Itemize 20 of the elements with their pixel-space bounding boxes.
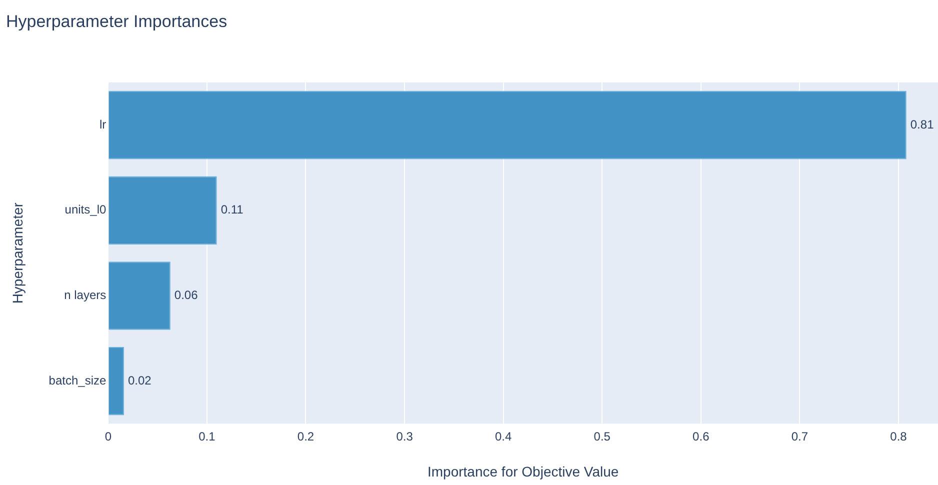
y-tick-label: n layers bbox=[64, 288, 106, 302]
x-tick-label: 0.4 bbox=[494, 429, 512, 444]
x-axis-title: Importance for Objective Value bbox=[428, 463, 619, 480]
x-tick-label: 0.3 bbox=[396, 429, 414, 444]
y-axis-title: Hyperparameter bbox=[9, 202, 26, 304]
chart-title: Hyperparameter Importances bbox=[6, 12, 228, 31]
x-tick-label: 0.2 bbox=[297, 429, 314, 444]
y-tick-label: batch_size bbox=[48, 373, 106, 388]
data-label: 0.06 bbox=[174, 288, 198, 302]
y-tick-label: lr bbox=[99, 117, 106, 132]
y-tick-label: units_l0 bbox=[64, 202, 106, 217]
x-tick-label: 0.7 bbox=[791, 429, 808, 444]
data-label: 0.81 bbox=[910, 117, 934, 132]
x-tick-label: 0.8 bbox=[890, 429, 908, 444]
data-label: 0.11 bbox=[220, 202, 244, 217]
x-tick-label: 0 bbox=[104, 429, 112, 444]
x-tick-label: 0.6 bbox=[692, 429, 710, 444]
x-tick-label: 0.5 bbox=[594, 429, 611, 444]
data-label: 0.02 bbox=[128, 373, 152, 388]
x-tick-label: 0.1 bbox=[198, 429, 216, 444]
